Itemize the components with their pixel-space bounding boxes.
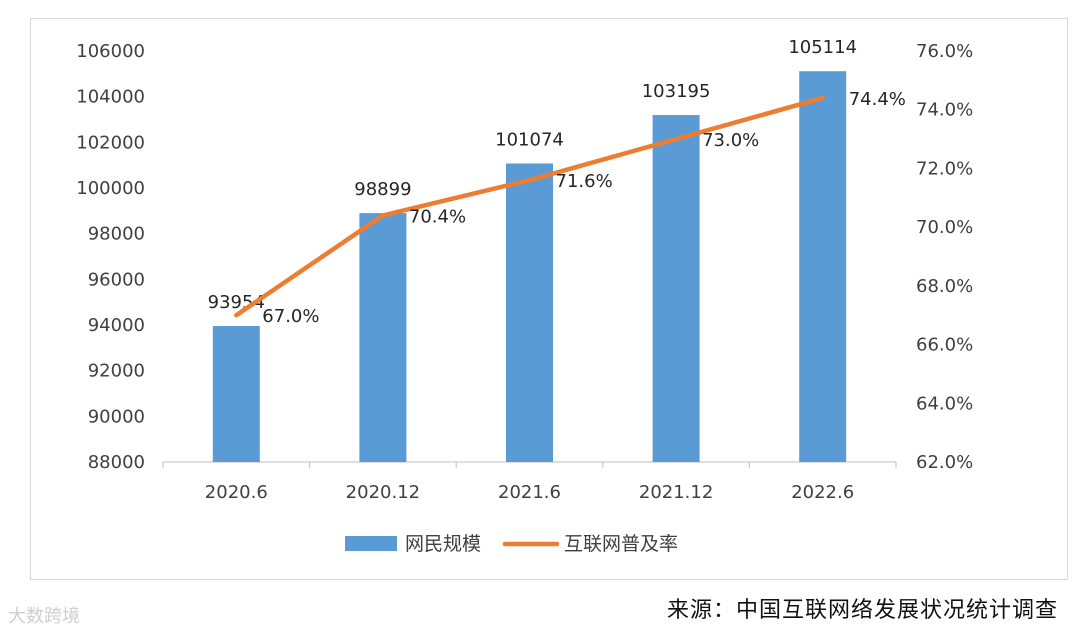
left-tick-label: 98000 xyxy=(88,224,145,245)
line-value-label: 70.4% xyxy=(409,206,466,227)
line-value-label: 71.6% xyxy=(556,171,613,192)
bar-value-label: 105114 xyxy=(788,37,857,58)
left-tick-label: 90000 xyxy=(88,406,145,427)
x-tick-label: 2021.6 xyxy=(498,482,561,503)
right-tick-label: 66.0% xyxy=(916,335,973,356)
left-tick-label: 96000 xyxy=(88,269,145,290)
bar xyxy=(799,71,847,462)
left-tick-label: 94000 xyxy=(88,315,145,336)
bar xyxy=(506,163,553,463)
left-tick-label: 104000 xyxy=(76,87,145,108)
right-axis: 62.0% 64.0% 66.0% 68.0% 70.0% 72.0% 74.0% 76.0% xyxy=(916,41,973,473)
line-value-label: 67.0% xyxy=(262,306,319,327)
line-series: 67.0% 70.4% 71.6% 73.0% 74.4% xyxy=(234,89,906,327)
right-tick-label: 62.0% xyxy=(916,452,973,473)
x-tick-label: 2020.6 xyxy=(205,482,268,503)
legend-bar-label: 网民规模 xyxy=(405,533,481,555)
left-axis: 88000 90000 92000 94000 96000 98000 100000 1020… xyxy=(76,41,145,473)
right-tick-label: 74.0% xyxy=(916,100,973,121)
line-value-label: 74.4% xyxy=(849,89,906,110)
bar xyxy=(359,213,407,462)
line-value-label: 73.0% xyxy=(702,130,759,151)
line-path xyxy=(234,95,825,318)
bar-value-label: 98899 xyxy=(354,179,411,200)
right-tick-label: 72.0% xyxy=(916,158,973,179)
right-tick-label: 70.0% xyxy=(916,217,973,238)
legend: 网民规模 互联网普及率 xyxy=(345,533,678,555)
bar-value-label: 101074 xyxy=(495,129,564,150)
brand-watermark: 大数跨境 xyxy=(8,606,80,627)
right-tick-label: 64.0% xyxy=(916,393,973,414)
x-axis: 2020.6 2020.12 2021.6 2021.12 2022.6 xyxy=(162,461,897,503)
x-tick-label: 2021.12 xyxy=(639,482,713,503)
right-tick-label: 68.0% xyxy=(916,276,973,297)
bar-value-label: 103195 xyxy=(642,81,711,102)
legend-line-label: 互联网普及率 xyxy=(564,533,678,555)
left-tick-label: 88000 xyxy=(88,452,145,473)
right-tick-label: 76.0% xyxy=(916,41,973,62)
x-tick-label: 2022.6 xyxy=(791,482,854,503)
x-tick-label: 2020.12 xyxy=(346,482,420,503)
source-note: 来源：中国互联网络发展状况统计调查 xyxy=(666,598,1058,623)
bar xyxy=(212,326,260,462)
legend-bar-swatch xyxy=(345,536,397,551)
bar xyxy=(652,115,700,463)
left-tick-label: 102000 xyxy=(76,132,145,153)
left-tick-label: 106000 xyxy=(76,41,145,62)
left-tick-label: 92000 xyxy=(88,361,145,382)
left-tick-label: 100000 xyxy=(76,178,145,199)
